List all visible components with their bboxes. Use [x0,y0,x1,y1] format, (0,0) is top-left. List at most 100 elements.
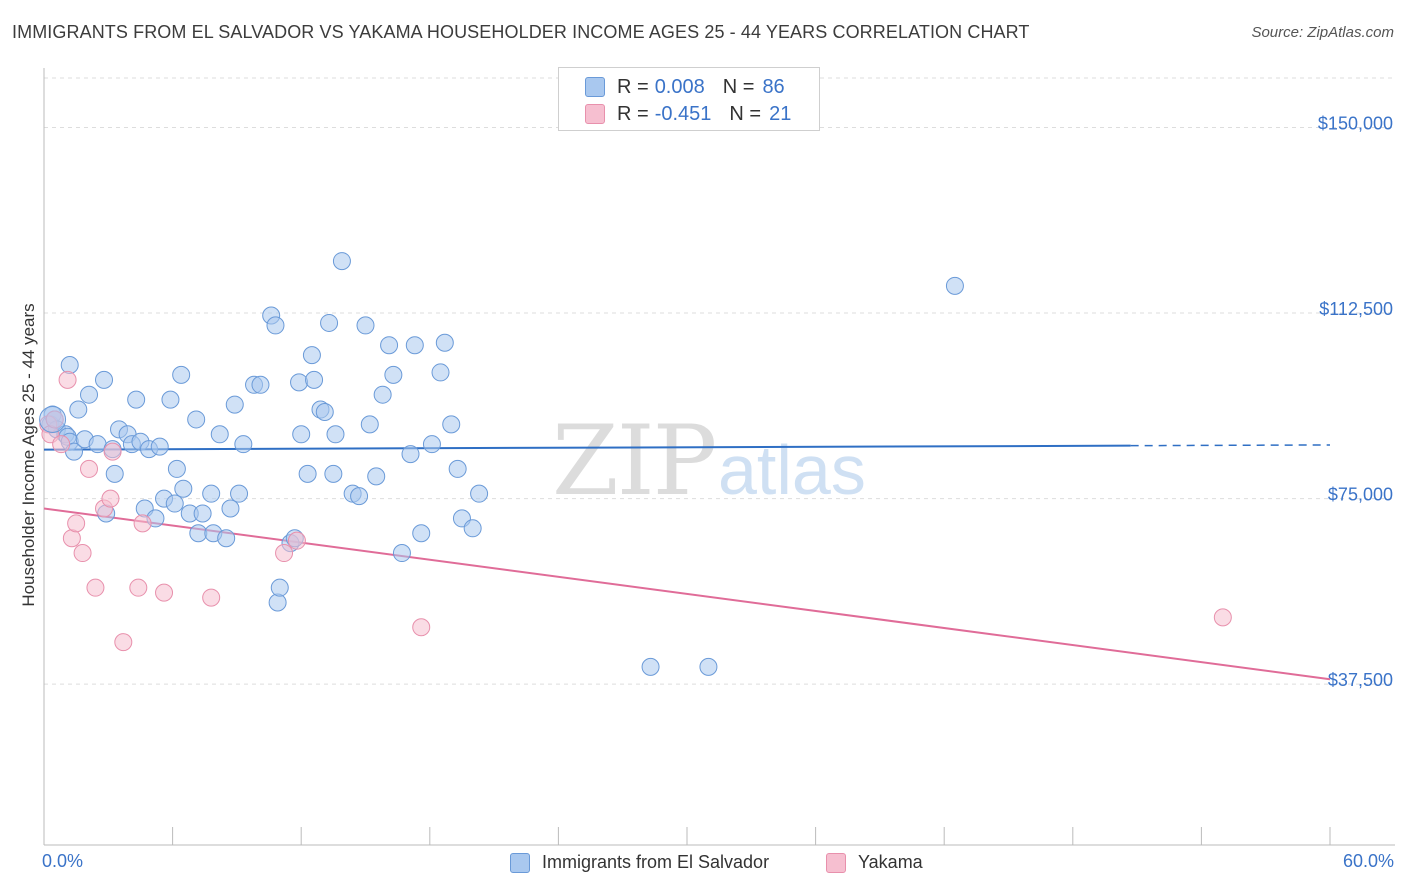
el-salvador-point [315,403,334,422]
yakama-point [287,531,306,550]
el-salvador-point [350,487,369,506]
el-salvador-point [225,395,244,414]
el-salvador-trend-line [43,444,1131,451]
el-salvador-point [80,385,99,404]
yakama-point [67,514,86,533]
y-tick-label: $75,000 [1328,485,1393,505]
el-salvador-point [234,435,253,454]
r-value: -0.451 [654,102,712,125]
el-salvador-point [105,464,124,483]
el-salvador-point [202,484,221,503]
yakama-point [86,578,105,597]
el-salvador-point [367,467,386,486]
yakama-point [58,370,77,389]
bottom-legend-swatch-el-salvador [510,852,530,873]
el-salvador-point [384,365,403,384]
el-salvador-point [69,400,88,419]
el-salvador-point [292,425,311,444]
el-salvador-point [266,316,285,335]
yakama-point [101,489,120,508]
bottom-legend-label: Immigrants from El Salvador [542,852,770,872]
el-salvador-point [290,373,309,392]
r-label: R = [617,75,649,98]
el-salvador-point [356,316,375,335]
axes [43,68,1395,846]
y-tick-labels: $37,500 $75,000 $112,500 $150,000 [1318,113,1393,690]
el-salvador-point [95,370,114,389]
el-salvador-point [251,375,270,394]
el-salvador-point [392,544,411,563]
bottom-legend-el-salvador: Immigrants from El Salvador [510,852,769,873]
stats-legend-row-1: R = 0.008 N = 86 [585,75,785,99]
el-salvador-point [305,370,324,389]
yakama-point [133,514,152,533]
watermark-zip: ZIP [552,405,717,517]
el-salvador-point [150,437,169,456]
el-salvador-point [431,363,450,382]
el-salvador-point [268,593,287,612]
n-value: 86 [762,75,785,98]
el-salvador-point [302,346,321,365]
el-salvador-point [326,425,345,444]
yakama-point [275,544,294,563]
r-value: 0.008 [654,75,705,98]
r-label: R = [617,102,649,125]
bottom-legend-label: Yakama [858,852,923,872]
stats-legend: R = 0.008 N = 86 R = -0.451 N = 21 [558,67,820,131]
el-salvador-point [699,657,718,676]
x-tick-label-max: 60.0% [1342,851,1394,871]
el-salvador-point [332,252,351,271]
el-salvador-point [187,410,206,429]
y-tick-label: $112,500 [1319,299,1393,319]
el-salvador-point [401,445,420,464]
yakama-point [103,442,122,461]
el-salvador-point [127,390,146,409]
el-salvador-point [945,276,964,295]
el-salvador-point [174,479,193,498]
yakama-point [202,588,221,607]
yakama-point [129,578,148,597]
el-salvador-point [230,484,249,503]
el-salvador-point [324,464,343,483]
el-salvador-point [463,519,482,538]
yakama-point [155,583,174,602]
legend-swatch-yakama [585,104,605,124]
source-label: Source: ZipAtlas.com [1251,24,1394,41]
el-salvador-point [422,435,441,454]
el-salvador-point [193,504,212,523]
el-salvador-point [435,333,454,352]
yakama-trend-line [43,507,1331,681]
yakama-point [80,459,99,478]
el-salvador-point [210,425,229,444]
yakama-point [62,529,81,548]
chart-title: IMMIGRANTS FROM EL SALVADOR VS YAKAMA HO… [12,22,1030,42]
el-salvador-point [641,657,660,676]
yakama-point [52,435,71,454]
el-salvador-point [360,415,379,434]
el-salvador-point [380,336,399,355]
watermark-atlas: atlas [718,431,866,509]
yakama-point [412,618,431,637]
y-tick-label: $150,000 [1318,113,1393,133]
el-salvador-point [217,529,236,548]
yakama-point [1213,608,1232,627]
el-salvador-point [88,435,107,454]
yakama-point [114,633,133,652]
bottom-legend-yakama: Yakama [826,852,923,873]
el-salvador-point [470,484,489,503]
el-salvador-point [161,390,180,409]
el-salvador-point [221,499,240,518]
el-salvador-point [298,464,317,483]
el-salvador-point [165,494,184,513]
el-salvador-point [373,385,392,404]
el-salvador-point [320,313,339,332]
y-tick-label: $37,500 [1328,670,1393,690]
n-label: N = [729,102,762,125]
n-label: N = [722,75,755,98]
el-salvador-point [412,524,431,543]
el-salvador-point [167,459,186,478]
data-points [39,252,1232,676]
el-salvador-point [270,578,289,597]
y-axis-title: Householder Income Ages 25 - 44 years [19,303,38,607]
